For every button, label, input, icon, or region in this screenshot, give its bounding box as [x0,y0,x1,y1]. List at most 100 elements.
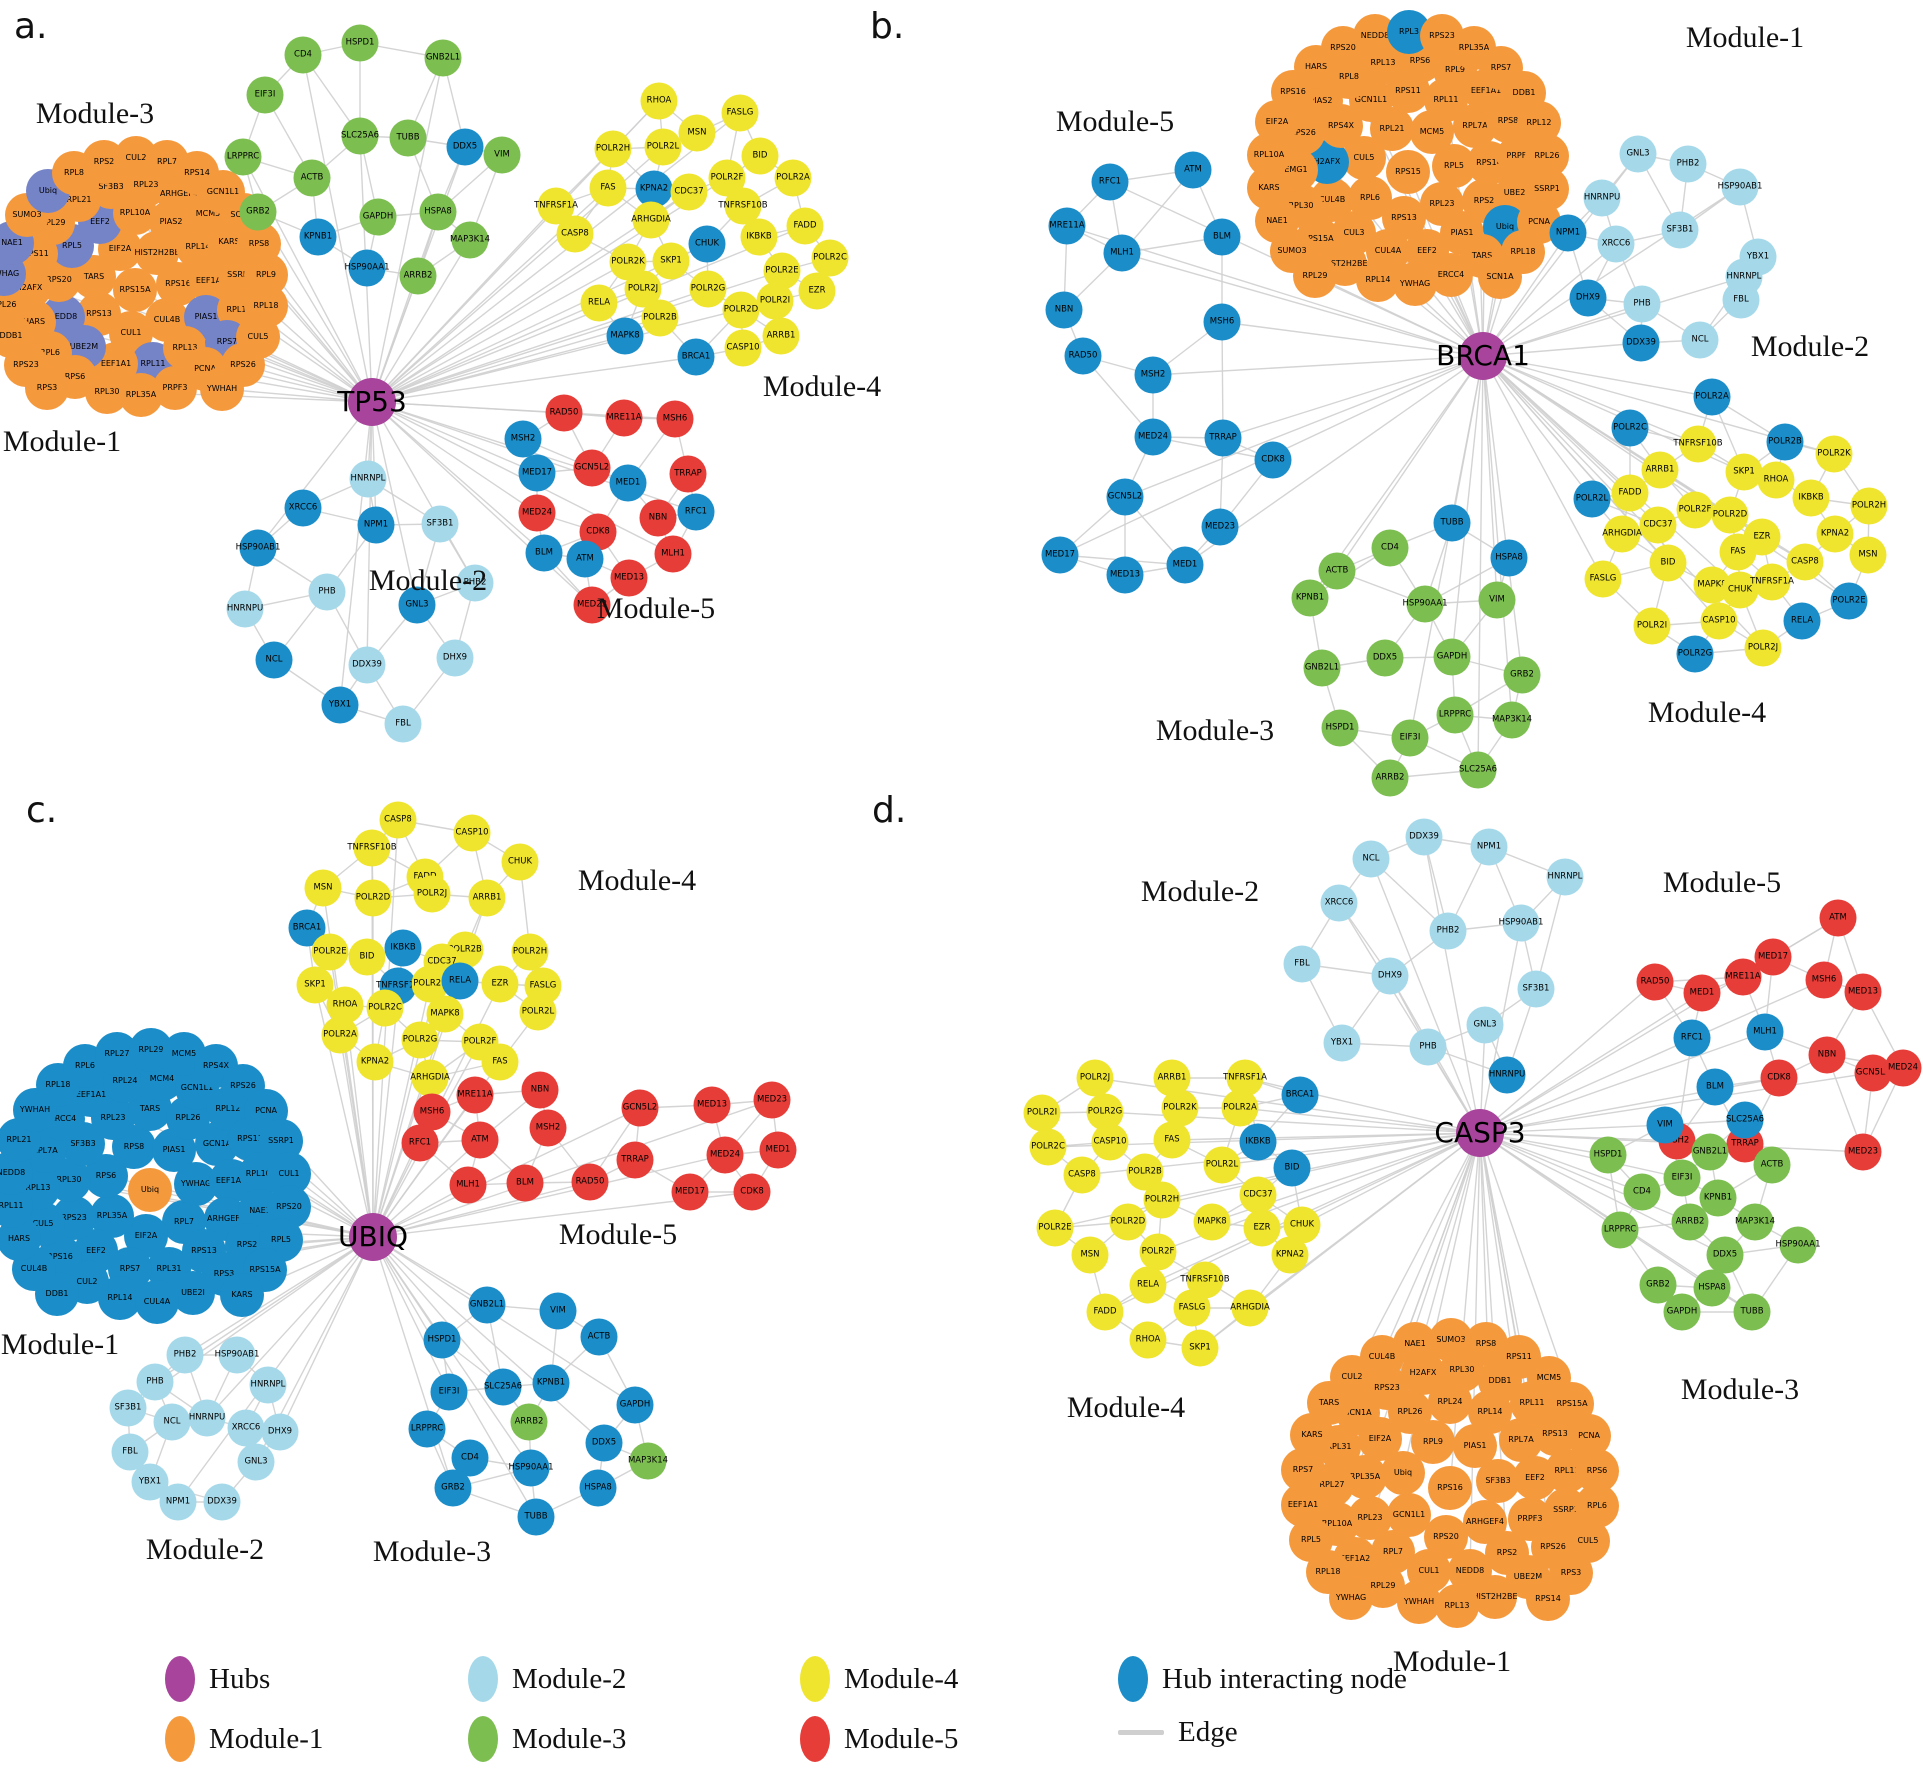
node-RPL13[interactable]: RPL13 [1435,1584,1479,1628]
hub-BRCA1[interactable]: BRCA1 [1436,332,1530,380]
node-MED1[interactable]: MED1 [759,1131,797,1169]
node-RAD50[interactable]: RAD50 [1064,337,1102,375]
node-HSP90AA1[interactable]: HSP90AA1 [1776,1226,1821,1264]
node-DHX9[interactable]: DHX9 [261,1413,299,1451]
node-GAPDH[interactable]: GAPDH [616,1386,654,1424]
node-Ubiq[interactable]: Ubiq [128,1168,172,1212]
node-POLR2H[interactable]: POLR2H [511,933,549,971]
node-MED24[interactable]: MED24 [1884,1049,1922,1087]
node-VIM[interactable]: VIM [483,136,521,174]
node-POLR2I[interactable]: POLR2I [1023,1094,1061,1132]
node-NBN[interactable]: NBN [1045,291,1083,329]
node-FBL[interactable]: FBL [1283,945,1321,983]
node-DDX5[interactable]: DDX5 [585,1424,623,1462]
node-GNB2L1[interactable]: GNB2L1 [468,1286,506,1324]
node-TNFRSF1A[interactable]: TNFRSF1A [1750,563,1794,601]
node-PHB2[interactable]: PHB2 [456,564,494,602]
node-BID[interactable]: BID [348,938,386,976]
node-MED23[interactable]: MED23 [1844,1133,1882,1171]
node-SF3B1[interactable]: SF3B1 [1661,211,1699,249]
node-MED17[interactable]: MED17 [671,1173,709,1211]
node-NCL[interactable]: NCL [153,1403,191,1441]
node-EZR[interactable]: EZR [1243,1209,1281,1247]
node-GRB2[interactable]: GRB2 [239,193,277,231]
node-HSP90AA1[interactable]: HSP90AA1 [1403,585,1448,623]
node-KARS[interactable]: KARS [1290,1413,1334,1457]
node-BRCA1[interactable]: BRCA1 [677,338,715,376]
node-ARRB2[interactable]: ARRB2 [399,257,437,295]
node-FADD[interactable]: FADD [1611,474,1649,512]
node-CHUK[interactable]: CHUK [501,843,539,881]
node-ATM[interactable]: ATM [461,1121,499,1159]
node-CASP8[interactable]: CASP8 [1786,543,1824,581]
node-POLR2F[interactable]: POLR2F [708,159,746,197]
node-POLR2H[interactable]: POLR2H [594,130,632,168]
node-SLC25A6[interactable]: SLC25A6 [1726,1101,1764,1139]
node-SLC25A6[interactable]: SLC25A6 [341,117,379,155]
node-CUL4A[interactable]: CUL4A [135,1280,179,1324]
node-MED23[interactable]: MED23 [1201,508,1239,546]
node-CDK8[interactable]: CDK8 [1254,441,1292,479]
node-MED23[interactable]: MED23 [753,1081,791,1119]
node-FBL[interactable]: FBL [384,705,422,743]
node-NCL[interactable]: NCL [1681,321,1719,359]
node-UBE2I[interactable]: UBE2I [171,1271,215,1315]
node-RFC1[interactable]: RFC1 [1673,1019,1711,1057]
node-CD4[interactable]: CD4 [284,36,322,74]
node-HSPD1[interactable]: HSPD1 [341,24,379,62]
node-POLR2J[interactable]: POLR2J [1744,629,1782,667]
node-MAPK8[interactable]: MAPK8 [1193,1203,1231,1241]
node-VIM[interactable]: VIM [1478,581,1516,619]
node-TUBB[interactable]: TUBB [1733,1293,1771,1331]
node-GAPDH[interactable]: GAPDH [1433,638,1471,676]
node-POLR2G[interactable]: POLR2G [401,1021,439,1059]
node-TNFRSF10B[interactable]: TNFRSF10B [1673,425,1723,463]
node-RAD50[interactable]: RAD50 [571,1163,609,1201]
node-POLR2B[interactable]: POLR2B [641,299,679,337]
node-NBN[interactable]: NBN [639,499,677,537]
node-HNRNPU[interactable]: HNRNPU [1583,179,1621,217]
node-POLR2F[interactable]: POLR2F [1139,1233,1177,1271]
node-DHX9[interactable]: DHX9 [1569,279,1607,317]
node-TNFRSF10B[interactable]: TNFRSF10B [718,187,768,225]
node-BID[interactable]: BID [1649,544,1687,582]
node-MED23[interactable]: MED23 [573,586,611,624]
node-RELA[interactable]: RELA [580,284,618,322]
node-GCN5L2[interactable]: GCN5L2 [621,1089,659,1127]
node-DDX5[interactable]: DDX5 [446,128,484,166]
node-SCN1A[interactable]: SCN1A [1478,255,1522,299]
node-PHB2[interactable]: PHB2 [1669,145,1707,183]
node-MSH6[interactable]: MSH6 [1805,961,1843,999]
node-FASLG[interactable]: FASLG [721,94,759,132]
node-MED13[interactable]: MED13 [1106,556,1144,594]
node-YBX1[interactable]: YBX1 [1323,1024,1361,1062]
node-DDX39[interactable]: DDX39 [348,646,386,684]
node-TUBB[interactable]: TUBB [517,1498,555,1536]
node-YWHAG[interactable]: YWHAG [1393,262,1437,306]
node-FAS[interactable]: FAS [1719,533,1757,571]
node-POLR2E[interactable]: POLR2E [1830,582,1868,620]
node-EIF3I[interactable]: EIF3I [1663,1159,1701,1197]
node-RPS15A[interactable]: RPS15A [243,1248,287,1292]
node-MAP3K14[interactable]: MAP3K14 [1492,701,1532,739]
node-IKBKB[interactable]: IKBKB [1239,1123,1277,1161]
node-HSPD1[interactable]: HSPD1 [1321,709,1359,747]
node-RFC1[interactable]: RFC1 [1091,163,1129,201]
node-RAD50[interactable]: RAD50 [1636,963,1674,1001]
node-DDX5[interactable]: DDX5 [1706,1236,1744,1274]
node-POLR2A[interactable]: POLR2A [774,159,812,197]
node-POLR2A[interactable]: POLR2A [321,1016,359,1054]
node-ERCC4[interactable]: ERCC4 [1429,253,1473,297]
node-SKP1[interactable]: SKP1 [652,242,690,280]
node-SF3B1[interactable]: SF3B1 [109,1389,147,1427]
node-MED1[interactable]: MED1 [609,464,647,502]
node-MAPK8[interactable]: MAPK8 [606,317,644,355]
node-RHOA[interactable]: RHOA [640,82,678,120]
node-PHB[interactable]: PHB [136,1363,174,1401]
node-KPNA2[interactable]: KPNA2 [356,1043,394,1081]
node-GRB2[interactable]: GRB2 [1503,656,1541,694]
node-HNRNPL[interactable]: HNRNPL [249,1366,287,1404]
node-NBN[interactable]: NBN [521,1071,559,1109]
node-ARRB2[interactable]: ARRB2 [1671,1203,1709,1241]
node-POLR2L[interactable]: POLR2L [519,993,557,1031]
